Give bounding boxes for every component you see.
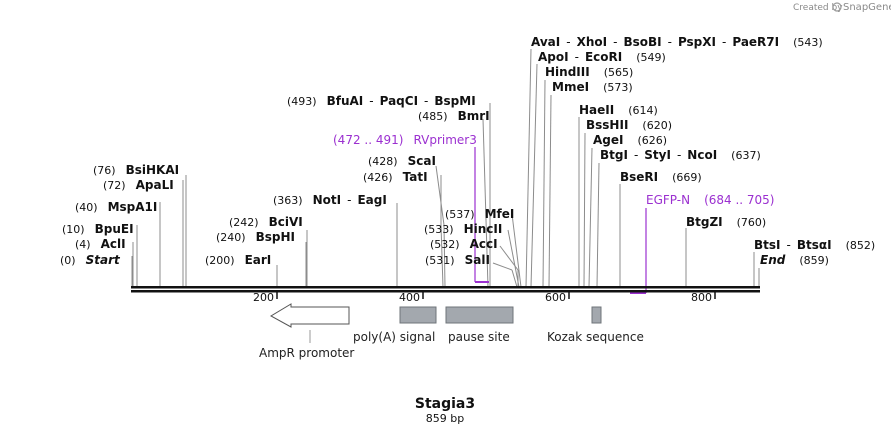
feature-polya-signal-label: poly(A) signal (353, 330, 435, 344)
site-scai[interactable]: (428) ScaI (368, 154, 436, 168)
brand: Created by SnapGene (793, 2, 891, 13)
site-btsi[interactable]: BtsI - BtsαI (852) (754, 238, 875, 252)
brand-name: SnapGene (843, 2, 891, 13)
leader-scai-b (443, 224, 446, 288)
backbone (131, 286, 760, 293)
leader-tati-b (440, 224, 444, 288)
leader-mfei (511, 213, 522, 288)
leader-lines (131, 48, 760, 288)
site-end[interactable]: End (859) (760, 253, 829, 267)
feature-ampr-promoter-arrow[interactable] (269, 303, 350, 328)
tick-label-200: 200 (253, 291, 274, 304)
feature-polya-signal-box[interactable] (399, 306, 437, 324)
tick-label-800: 800 (691, 291, 712, 304)
site-hindiii[interactable]: HindIII (565) (545, 65, 633, 79)
site-tati[interactable]: (426) TatI (363, 170, 428, 184)
site-agei[interactable]: AgeI (626) (593, 133, 667, 147)
feature-pause-site-box[interactable] (445, 306, 514, 324)
site-avai[interactable]: AvaI - XhoI - BsoBI - PspXI - PaeR7I (543) (531, 35, 823, 49)
site-noti[interactable]: (363) NotI - EagI (273, 193, 387, 207)
feature-kozak-sequence-label: Kozak sequence (547, 330, 644, 344)
ruler: 200 400 600 800 (253, 291, 716, 304)
leader-apoi (530, 63, 538, 288)
site-bcivi[interactable]: (242) BciVI (229, 215, 303, 229)
features: AmpR promoter poly(A) signal pause site … (259, 303, 644, 360)
leader-scai-a (435, 165, 445, 226)
leader-avai (525, 48, 532, 288)
site-bsihkai[interactable]: (76) BsiHKAI (93, 163, 179, 177)
leader-sali-b (511, 269, 518, 288)
leader-hincii (507, 229, 520, 288)
primer-labels: (472 .. 491) RVprimer3 EGFP-N (684 .. 705) (333, 133, 775, 207)
feature-ampr-promoter-label: AmpR promoter (259, 346, 354, 360)
site-haeii[interactable]: HaeII (614) (579, 103, 658, 117)
leader-btgi (596, 162, 600, 288)
site-bsshii[interactable]: BssHII (620) (586, 118, 672, 132)
site-bsphi[interactable]: (240) BspHI (216, 230, 295, 244)
site-acci[interactable]: (532) AccI (430, 237, 498, 251)
site-sali[interactable]: (531) SalI (425, 253, 490, 267)
sequence-length: 859 bp (426, 412, 464, 425)
leader-hindiii (542, 79, 546, 288)
map-title: Stagia3 859 bp (415, 396, 475, 425)
primers (474, 147, 647, 294)
feature-pause-site-label: pause site (448, 330, 510, 344)
site-apali[interactable]: (72) ApaLI (103, 178, 174, 192)
primer-egfp-n-label[interactable]: EGFP-N (684 .. 705) (646, 193, 775, 207)
top-strand (131, 286, 760, 289)
sequence-name: Stagia3 (415, 396, 475, 412)
primer-rvprimer3-label[interactable]: (472 .. 491) RVprimer3 (333, 133, 477, 147)
site-acli[interactable]: (4) AclI (75, 237, 126, 251)
site-eari[interactable]: (200) EarI (205, 253, 271, 267)
leader-agei (588, 147, 593, 288)
site-btgi[interactable]: BtgI - StyI - NcoI (637) (600, 148, 761, 162)
leader-bmri (482, 118, 489, 288)
site-mfei[interactable]: (537) MfeI (445, 207, 514, 221)
snapgene-logo-icon (832, 2, 842, 12)
leader-mmei (548, 94, 552, 288)
site-bseri[interactable]: BseRI (669) (620, 170, 702, 184)
site-apoi[interactable]: ApoI - EcoRI (549) (538, 50, 666, 64)
site-labels: (0) Start (4) AclI (10) BpuEI (40) MspA1I (7… (60, 35, 875, 267)
brand-created-by: Created by (793, 3, 843, 13)
site-start[interactable]: (0) Start (60, 253, 121, 267)
site-btgzi[interactable]: BtgZI (760) (686, 215, 766, 229)
site-bmri[interactable]: (485) BmrI (418, 109, 490, 123)
site-mmei[interactable]: MmeI (573) (552, 80, 633, 94)
leader-sali-a (492, 262, 513, 271)
site-bpuei[interactable]: (10) BpuEI (62, 222, 134, 236)
site-bfuai[interactable]: (493) BfuAI - PaqCI - BspMI (287, 94, 476, 108)
leader-bsshii (583, 132, 586, 288)
site-mspa1i[interactable]: (40) MspA1I (75, 200, 157, 214)
bottom-strand (131, 290, 760, 293)
tick-label-600: 600 (545, 291, 566, 304)
feature-kozak-sequence-box[interactable] (591, 306, 602, 324)
site-hincii[interactable]: (533) HincII (424, 222, 502, 236)
tick-label-400: 400 (399, 291, 420, 304)
